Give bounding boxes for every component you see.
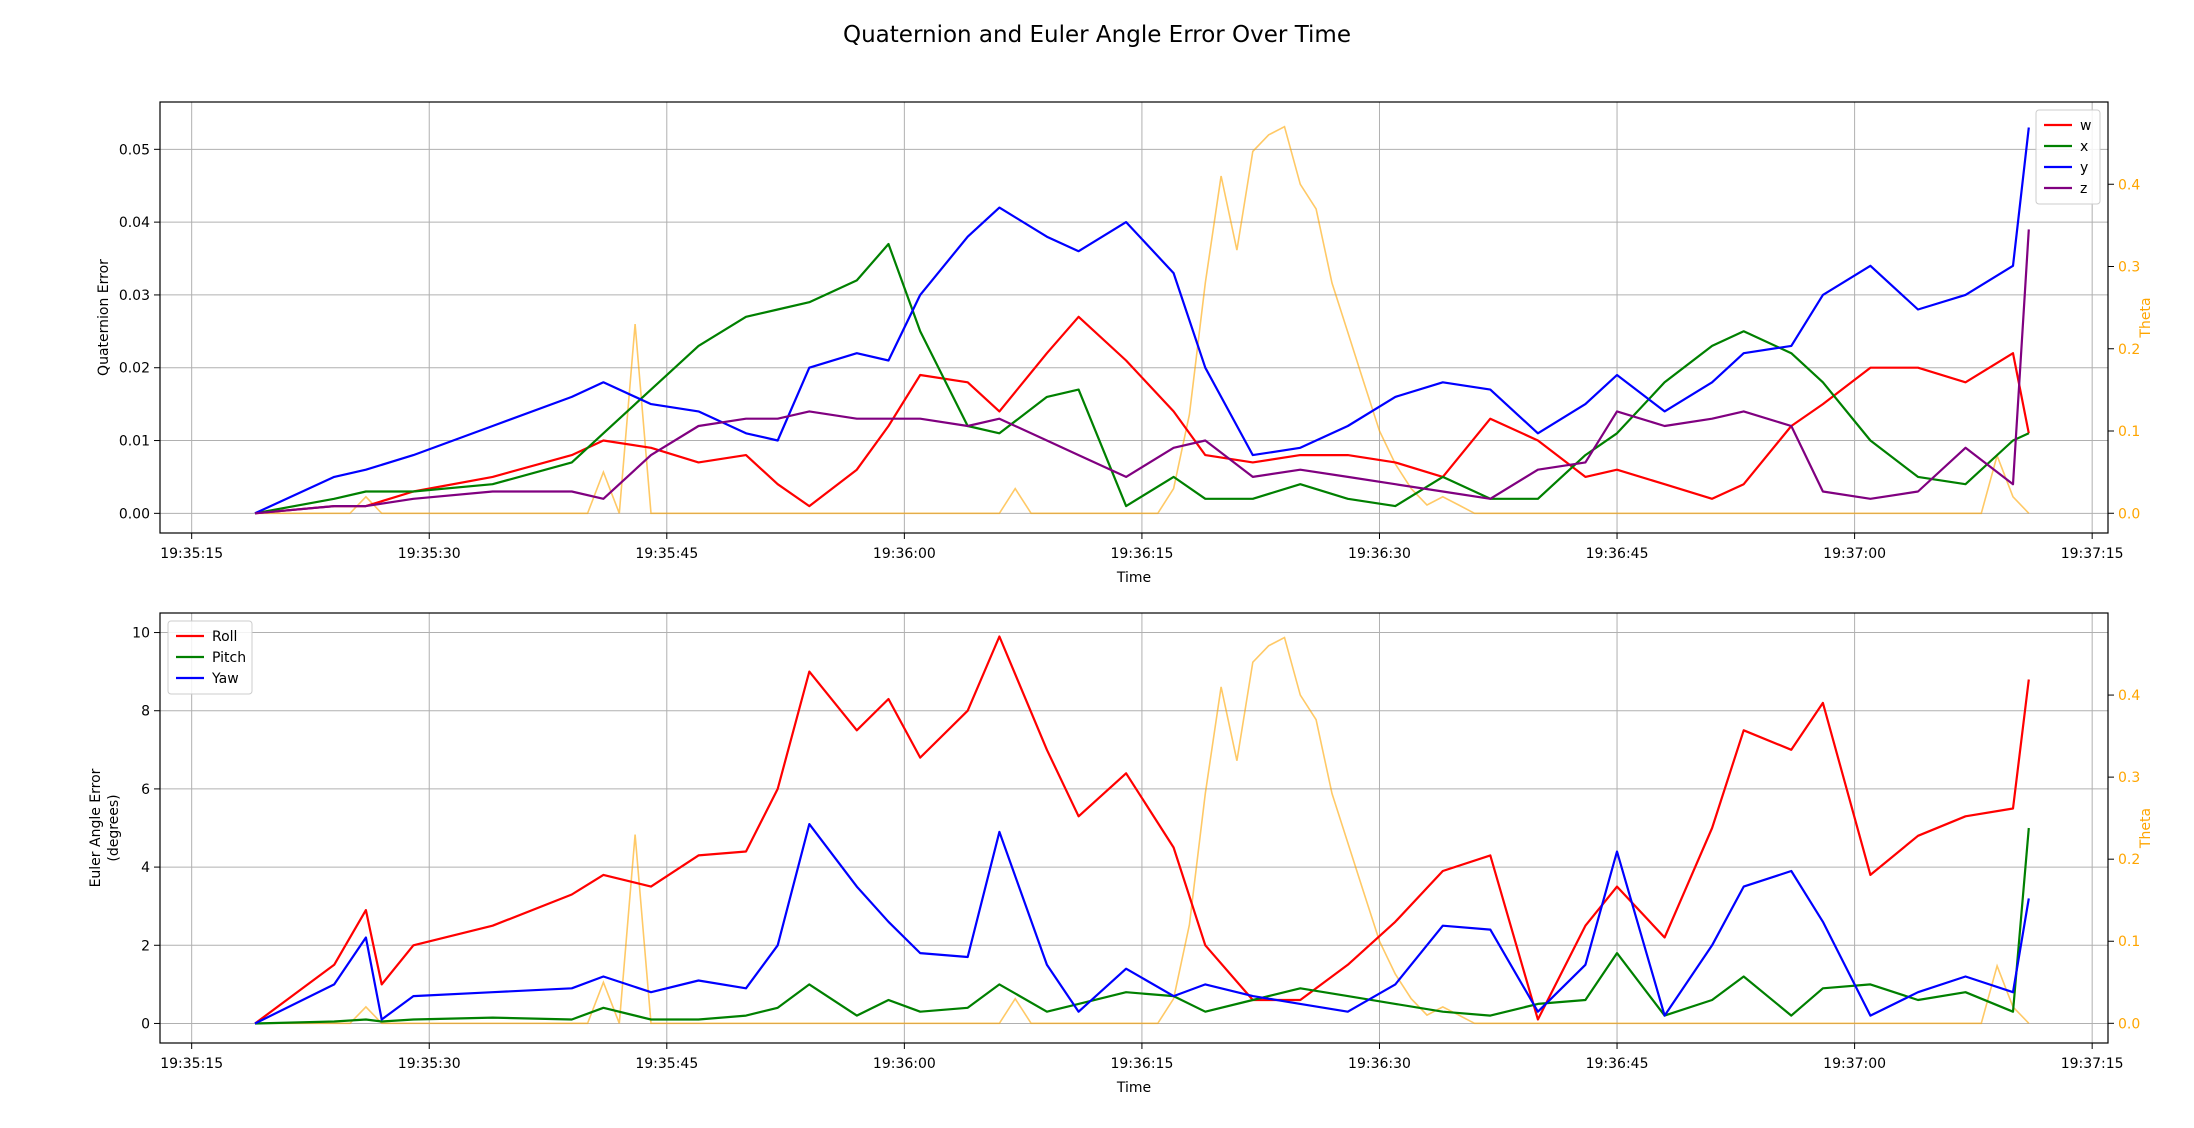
axes-frame [159,612,2109,1044]
x-tick-label: 19:36:15 [1110,546,1173,562]
plot-area [254,125,2030,515]
figure-title: Quaternion and Euler Angle Error Over Ti… [843,22,1351,48]
series-line-pitch [254,827,2030,1025]
x-tick-label: 19:35:30 [398,1056,461,1072]
y-tick-label: 0.03 [119,288,150,304]
series-line-y [254,127,2030,515]
y-tick-label: 4 [141,860,150,876]
series-line-x [254,242,2030,515]
x-tick-label: 19:35:45 [635,546,698,562]
series-line-z [254,229,2030,515]
euler-angle-error-panel: 19:35:15 19:35:30 19:35:45 19:36:00 19:36:15… [88,612,2154,1096]
axes-frame [159,101,2109,534]
x-tick-label: 19:35:15 [160,546,223,562]
x-tick-label: 19:36:15 [1110,1056,1173,1072]
theta-series-line [255,125,2030,515]
legend-label-w: w [2080,118,2091,134]
y-tick-label: 6 [141,782,150,798]
legend: Roll Pitch Yaw [167,620,253,695]
y2-tick-label: 0.2 [2118,342,2140,358]
x-tick-label: 19:36:45 [1586,546,1649,562]
y-axis-label-line: (degrees) [106,794,122,861]
legend-label-x: x [2080,139,2088,155]
y2-tick-label: 0.4 [2118,688,2140,704]
y2-axis-label: Theta [2138,808,2154,849]
y2-tick-label: 0.1 [2118,934,2140,950]
x-tick-label: 19:37:00 [1823,1056,1886,1072]
legend-frame [2035,109,2101,205]
series-line-w [254,315,2030,515]
x-tick-label: 19:36:00 [873,1056,936,1072]
y2-tick-label: 0.1 [2118,424,2140,440]
theta-series-line [255,636,2030,1025]
x-tick-label: 19:35:30 [398,546,461,562]
x-tick-label: 19:37:00 [1823,546,1886,562]
y-tick-label: 0.01 [119,434,150,450]
x-axis-label: Time [1116,570,1151,586]
legend-label-yaw: Yaw [211,671,239,687]
x-tick-label: 19:37:15 [2061,546,2124,562]
y-tick-label: 0.05 [119,142,150,158]
legend-label-roll: Roll [212,629,237,645]
y2-tick-label: 0.2 [2118,852,2140,868]
y2-tick-label: 0.0 [2118,506,2140,522]
plot-area [254,635,2030,1025]
x-tick-label: 19:36:30 [1348,546,1411,562]
y-tick-label: 0.02 [119,361,150,377]
y2-axis-label: Theta [2138,297,2154,338]
y-axis-label: Quaternion Error [96,259,112,376]
x-tick-label: 19:36:45 [1586,1056,1649,1072]
y-tick-label: 0.04 [119,215,150,231]
y-tick-label: 2 [141,938,150,954]
x-tick-label: 19:35:15 [160,1056,223,1072]
quaternion-error-panel: 19:35:15 19:35:30 19:35:45 19:36:00 19:36:15… [96,101,2154,586]
x-tick-label: 19:37:15 [2061,1056,2124,1072]
y2-tick-label: 0.3 [2118,260,2140,276]
x-tick-label: 19:35:45 [635,1056,698,1072]
x-tick-label: 19:36:00 [873,546,936,562]
y-tick-label: 8 [141,704,150,720]
x-axis-label: Time [1116,1080,1151,1096]
legend-label-pitch: Pitch [212,650,246,666]
series-line-roll [254,635,2030,1025]
legend-label-z: z [2080,181,2087,197]
y2-tick-label: 0.4 [2118,177,2140,193]
legend-frame [167,620,253,695]
y-tick-label: 10 [132,626,150,642]
y-tick-label: 0 [141,1016,150,1032]
y-axis-label-line: Euler Angle Error [88,768,104,887]
x-tick-label: 19:36:30 [1348,1056,1411,1072]
y2-tick-label: 0.0 [2118,1016,2140,1032]
y-tick-label: 0.00 [119,506,150,522]
series-line-yaw [254,822,2030,1025]
legend-label-y: y [2080,160,2088,176]
y2-tick-label: 0.3 [2118,770,2140,786]
